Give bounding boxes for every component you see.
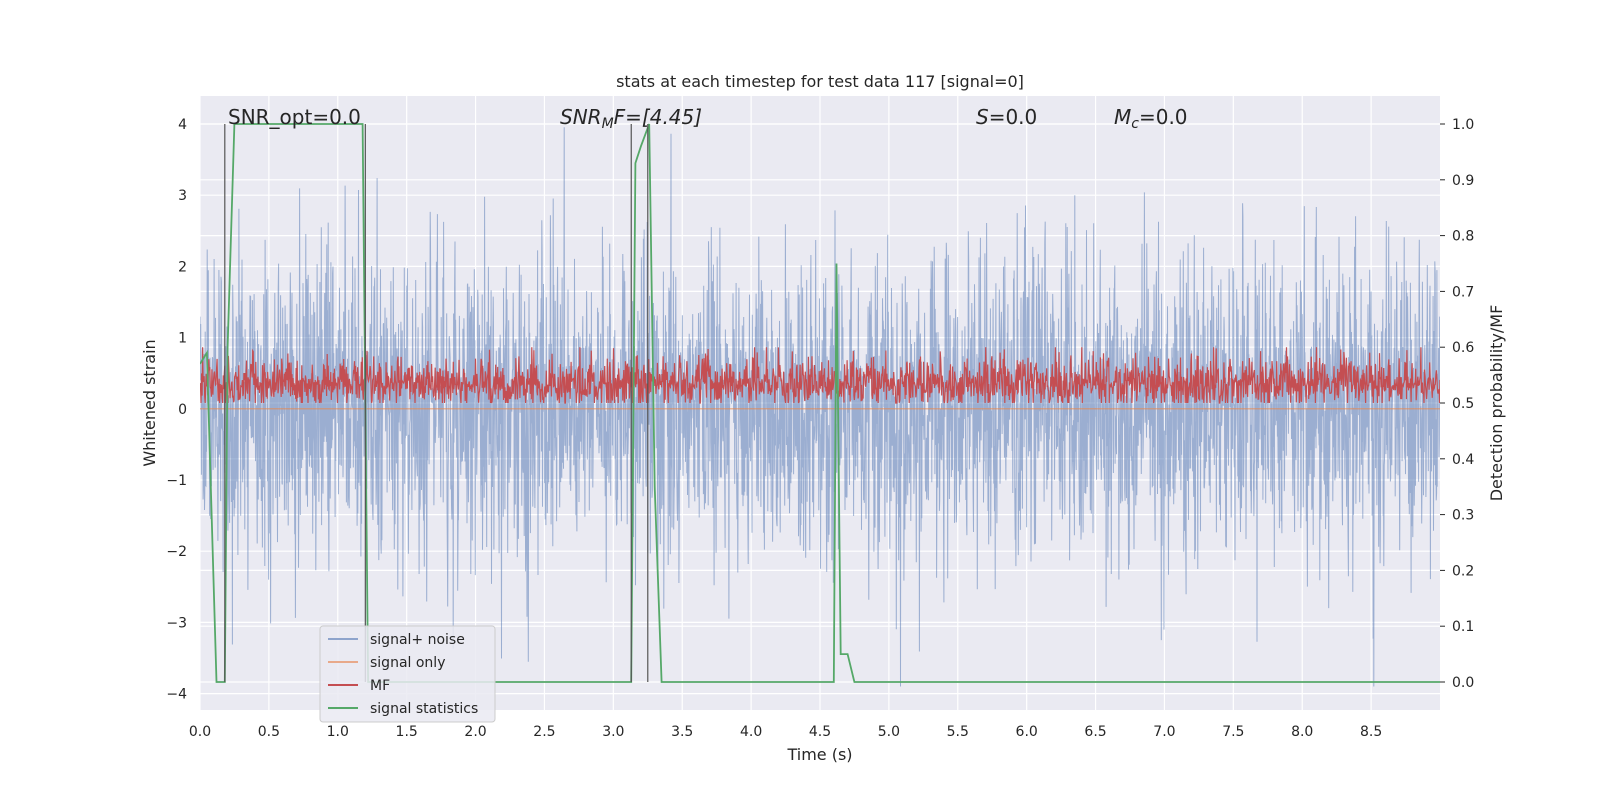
x-tick-label: 6.5 xyxy=(1084,724,1106,740)
x-tick-label: 0.5 xyxy=(258,724,280,740)
annotation-s-value: =0.0 xyxy=(989,105,1038,129)
y-left-tick-label: −4 xyxy=(166,687,187,703)
x-tick-label: 5.5 xyxy=(947,724,969,740)
x-tick-label: 8.5 xyxy=(1360,724,1382,740)
y-left-tick-label: 4 xyxy=(178,117,187,133)
legend-label-signal-noise: signal+ noise xyxy=(370,632,465,648)
y-right-tick-label: 0.8 xyxy=(1452,229,1474,245)
legend-label-signal-only: signal only xyxy=(370,655,445,671)
y-right-tick-label: 0.3 xyxy=(1452,508,1474,524)
y-left-tick-label: 1 xyxy=(178,331,187,347)
x-tick-label: 7.5 xyxy=(1222,724,1244,740)
x-tick-label: 4.0 xyxy=(740,724,762,740)
y-right-tick-label: 0.6 xyxy=(1452,340,1474,356)
annotation-s: S=0.0 xyxy=(976,105,1037,129)
x-tick-label: 4.5 xyxy=(809,724,831,740)
y-right-tick-label: 1.0 xyxy=(1452,117,1474,133)
y-left-tick-label: 3 xyxy=(178,188,187,204)
y-left-tick-label: 0 xyxy=(178,402,187,418)
x-tick-label: 2.0 xyxy=(464,724,486,740)
x-tick-label: 6.0 xyxy=(1016,724,1038,740)
legend-box xyxy=(319,625,496,723)
y-left-tick-label: −3 xyxy=(166,615,187,631)
y-right-tick-label: 0.4 xyxy=(1452,452,1474,468)
series-mf-line xyxy=(200,347,1440,404)
legend-label-signal-statistics: signal statistics xyxy=(370,701,478,717)
series-layer xyxy=(200,123,1440,687)
annotation-mc-value: =0.0 xyxy=(1139,105,1188,129)
annotation-mc-symbol: M xyxy=(1114,105,1131,129)
x-tick-label: 3.5 xyxy=(671,724,693,740)
annotation-snr-mf-value: F=[4.45] xyxy=(614,105,702,129)
x-tick-label: 3.0 xyxy=(602,724,624,740)
y-right-tick-label: 0.2 xyxy=(1452,563,1474,579)
x-tick-label: 5.0 xyxy=(878,724,900,740)
y-right-tick-label: 0.5 xyxy=(1452,396,1474,412)
y-right-tick-label: 0.7 xyxy=(1452,284,1474,300)
x-tick-label: 0.0 xyxy=(189,724,211,740)
y-left-axis-ticks: 4 3 2 1 0 −1 −2 −3 −4 xyxy=(166,117,187,703)
vertical-markers xyxy=(224,124,649,682)
annotation-mc: Mc=0.0 xyxy=(1114,105,1188,132)
annotation-snr-opt: SNR_opt=0.0 xyxy=(228,105,361,129)
y-right-tick-label: 0.0 xyxy=(1452,675,1474,691)
y-right-axis-ticks: 1.0 0.9 0.8 0.7 0.6 0.5 0.4 0.3 0.2 0.1 0.0 xyxy=(1440,117,1474,691)
legend: signal+ noise signal only MF signal stat… xyxy=(319,625,496,723)
y-left-tick-label: −2 xyxy=(166,544,187,560)
annotation-snr-mf-subscript: M xyxy=(602,116,614,132)
y-right-tick-label: 0.9 xyxy=(1452,173,1474,189)
annotation-snr-mf: SNRMF=[4.45] xyxy=(560,105,702,132)
x-axis-label: Time (s) xyxy=(786,745,852,764)
x-tick-label: 2.5 xyxy=(533,724,555,740)
chart-title: stats at each timestep for test data 117… xyxy=(616,72,1024,91)
annotation-s-symbol: S xyxy=(976,105,989,129)
annotation-mc-subscript: c xyxy=(1131,116,1139,132)
legend-label-mf: MF xyxy=(370,678,390,694)
x-tick-label: 8.0 xyxy=(1291,724,1313,740)
x-tick-label: 1.0 xyxy=(327,724,349,740)
y-left-tick-label: 2 xyxy=(178,259,187,275)
x-tick-label: 7.0 xyxy=(1153,724,1175,740)
y-right-axis-label: Detection probability/MF xyxy=(1487,305,1506,502)
y-right-tick-label: 0.1 xyxy=(1452,619,1474,635)
x-tick-label: 1.5 xyxy=(396,724,418,740)
x-axis-ticks: 0.0 0.5 1.0 1.5 2.0 2.5 3.0 3.5 4.0 4.5 5.0 5.5 6.0 6… xyxy=(189,724,1382,740)
annotation-snr-mf-symbol: SNR xyxy=(560,105,602,129)
y-left-axis-label: Whitened strain xyxy=(140,339,159,466)
y-left-tick-label: −1 xyxy=(166,473,187,489)
